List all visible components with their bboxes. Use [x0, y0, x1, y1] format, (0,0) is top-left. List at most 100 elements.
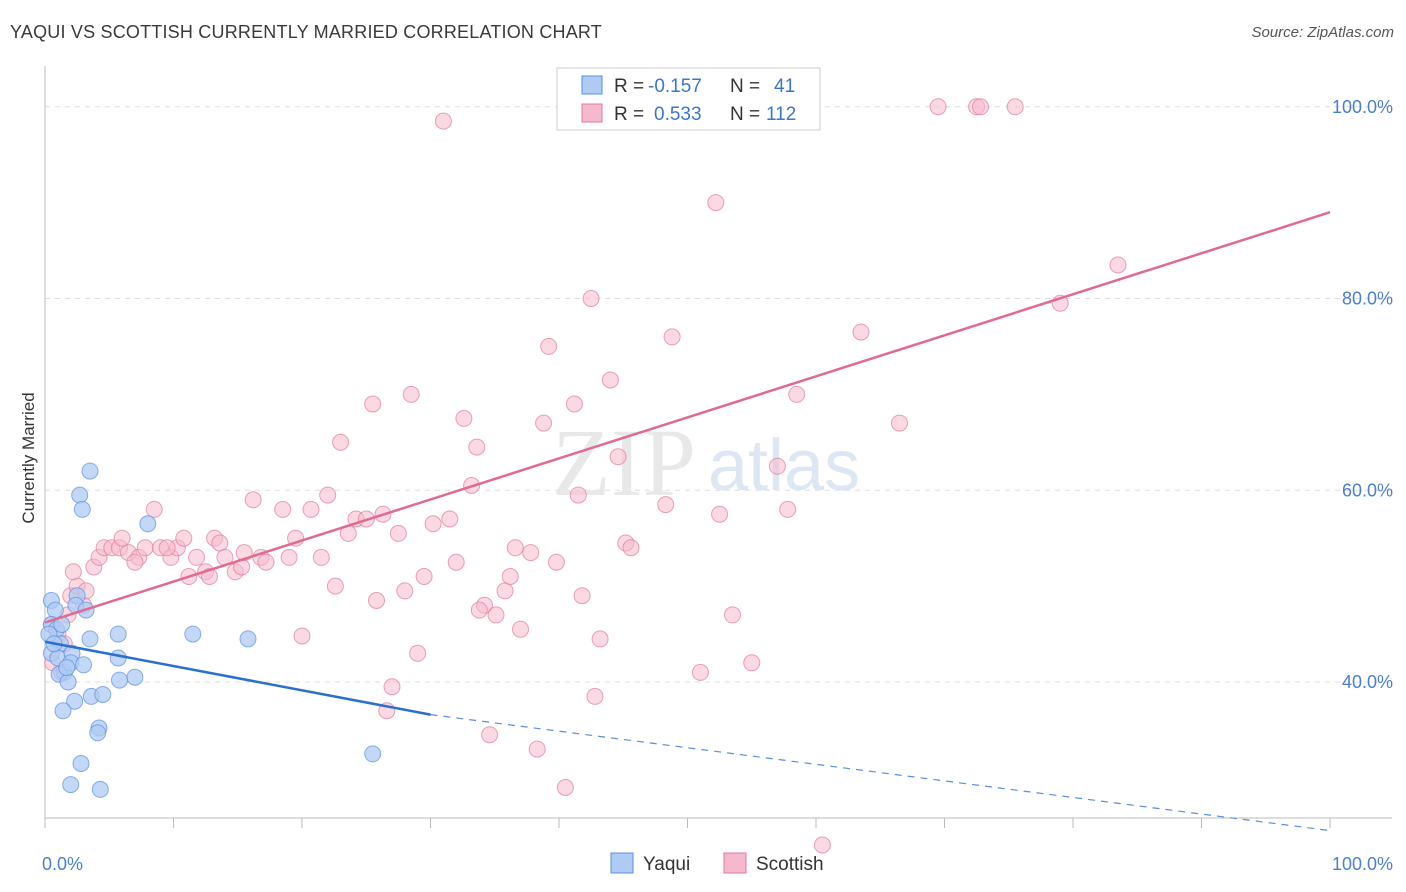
correlation-legend: R = -0.157 N = 41 R = 0.533 N = 112 — [556, 67, 821, 131]
scottish-point-95 — [929, 98, 947, 116]
legend-r-label-scottish: R = — [614, 104, 644, 125]
scottish-point-36 — [312, 548, 330, 566]
scottish-point-73 — [569, 486, 587, 504]
scottish-point-97 — [972, 98, 989, 116]
tick-labels: 40.0% 60.0% 80.0% 100.0% 0.0% 100.0% — [42, 97, 1393, 874]
yaqui-points — [40, 462, 382, 798]
scottish-point-76 — [586, 687, 604, 705]
scottish-point-64 — [506, 539, 524, 557]
yaqui-point-38 — [126, 668, 144, 686]
scottish-point-30 — [257, 553, 275, 571]
y-tick-label-2: 80.0% — [1342, 289, 1393, 309]
scottish-point-60 — [481, 726, 499, 744]
scottish-point-55 — [447, 553, 465, 571]
scottish-point-94 — [891, 414, 908, 432]
yaqui-point-19 — [58, 659, 76, 677]
scottish-point-102 — [64, 563, 82, 581]
scottish-point-24 — [211, 534, 229, 552]
trend-lines — [44, 211, 1331, 832]
y-tick-label-0: 40.0% — [1342, 672, 1393, 692]
scottish-point-47 — [389, 524, 407, 542]
y-tick-label-3: 100.0% — [1332, 97, 1393, 117]
scottish-point-77 — [591, 630, 609, 648]
scottish-point-65 — [512, 620, 529, 638]
scottish-point-31 — [274, 500, 292, 518]
bottom-legend-label-yaqui: Yaqui — [643, 854, 690, 875]
scottish-point-34 — [293, 627, 311, 645]
scottish-point-20 — [188, 548, 206, 566]
x-tick-label-1: 100.0% — [1332, 854, 1393, 874]
scottish-point-106 — [158, 539, 176, 557]
scottish-point-14 — [145, 500, 163, 518]
yaqui-point-21 — [66, 692, 84, 710]
legend-n-value-scottish: 112 — [766, 104, 796, 125]
scottish-point-56 — [455, 409, 473, 427]
series-legend: Yaqui Scottish — [610, 852, 824, 875]
scottish-point-54 — [441, 510, 459, 528]
yaqui-point-29 — [91, 780, 109, 798]
yaqui-point-28 — [62, 776, 80, 794]
scottish-point-83 — [663, 328, 681, 346]
yaqui-point-20 — [75, 656, 92, 674]
yaqui-point-36 — [239, 630, 257, 648]
scottish-point-74 — [573, 587, 591, 605]
x-tick-label-0: 0.0% — [42, 854, 83, 874]
yaqui-point-27 — [72, 755, 90, 772]
scottish-trend-line — [44, 211, 1331, 624]
legend-r-value-yaqui: -0.157 — [648, 76, 702, 97]
bottom-legend-swatch-yaqui — [610, 852, 634, 874]
y-axis-label: Currently Married — [19, 392, 38, 523]
scottish-point-88 — [743, 654, 761, 672]
scottish-point-46 — [383, 678, 401, 696]
legend-swatch-yaqui — [581, 75, 603, 95]
scottish-point-85 — [707, 194, 725, 212]
yaqui-point-9 — [59, 673, 77, 691]
scottish-point-13 — [136, 539, 154, 557]
scottish-point-38 — [326, 577, 344, 595]
scottish-point-78 — [601, 371, 619, 389]
scottish-point-86 — [711, 505, 729, 523]
scottish-point-58 — [468, 438, 486, 456]
scottish-point-63 — [501, 568, 519, 585]
scottish-point-98 — [1006, 98, 1024, 116]
scottish-point-87 — [724, 606, 741, 624]
scottish-point-69 — [540, 337, 558, 355]
scottish-point-93 — [852, 323, 870, 341]
scottish-point-67 — [528, 740, 546, 758]
scottish-point-37 — [319, 486, 337, 504]
scottish-point-84 — [691, 663, 709, 681]
scottish-point-32 — [280, 548, 298, 566]
scottish-point-100 — [1109, 256, 1127, 274]
scottish-point-82 — [657, 496, 675, 514]
axes — [44, 66, 1392, 828]
yaqui-point-39 — [111, 671, 128, 689]
chart-title: YAQUI VS SCOTTISH CURRENTLY MARRIED CORR… — [10, 22, 603, 42]
yaqui-point-26 — [89, 724, 107, 742]
legend-r-value-scottish: 0.533 — [654, 104, 702, 125]
scottish-point-62 — [496, 582, 514, 600]
scottish-point-79 — [609, 448, 627, 466]
scottish-point-61 — [487, 606, 505, 624]
source-label: Source: ZipAtlas.com — [1251, 24, 1394, 41]
yaqui-point-34 — [109, 625, 127, 643]
scottish-point-75 — [582, 290, 600, 307]
yaqui-point-37 — [109, 649, 127, 667]
scottish-point-53 — [434, 112, 452, 130]
yaqui-point-35 — [184, 625, 202, 643]
bottom-legend-swatch-scottish — [723, 852, 747, 874]
scottish-point-108 — [126, 553, 144, 571]
yaqui-point-23 — [94, 686, 112, 703]
scottish-point-71 — [556, 779, 574, 796]
legend-n-value-yaqui: 41 — [774, 76, 795, 97]
legend-r-label-yaqui: R = — [614, 76, 644, 97]
yaqui-point-33 — [139, 515, 157, 533]
yaqui-point-40 — [364, 745, 382, 763]
yaqui-point-30 — [81, 462, 99, 480]
scottish-point-43 — [364, 395, 382, 413]
grid-lines — [45, 106, 1392, 683]
scottish-point-39 — [332, 433, 350, 451]
scottish-point-90 — [779, 500, 797, 518]
scottish-point-49 — [402, 385, 420, 403]
yaqui-point-17 — [81, 630, 99, 648]
